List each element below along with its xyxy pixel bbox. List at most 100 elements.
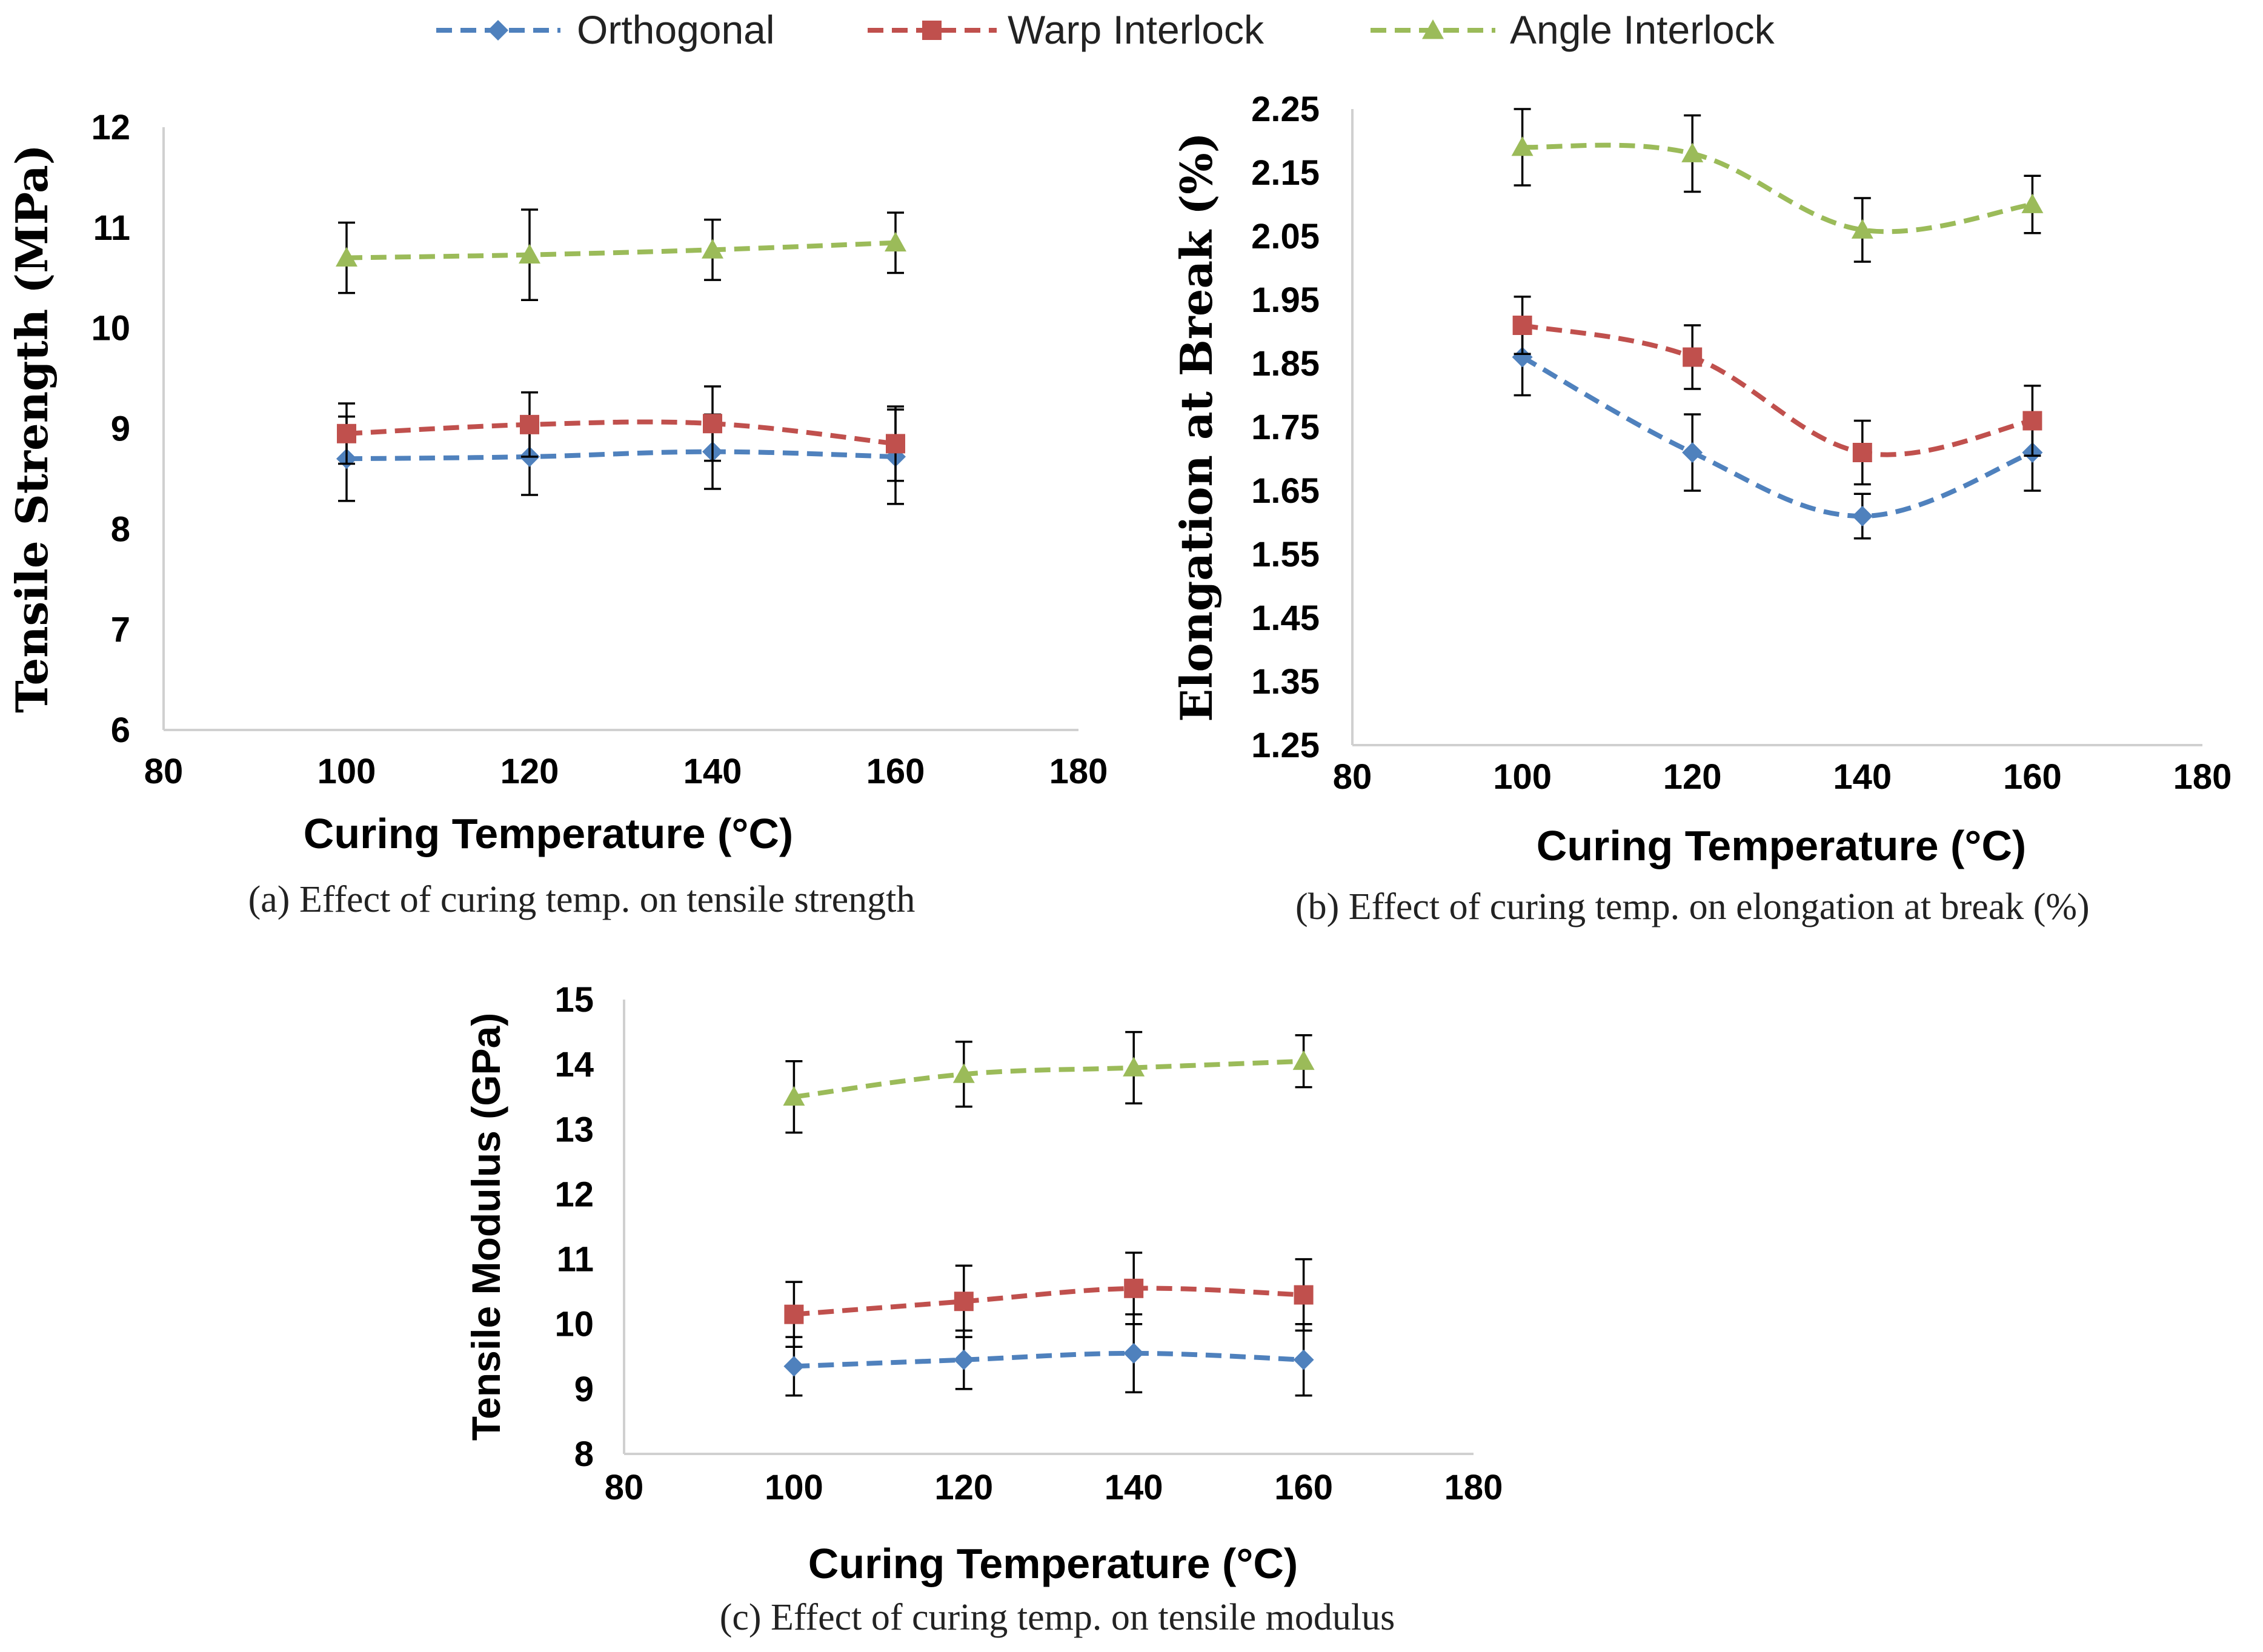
data-point (783, 1086, 805, 1106)
data-point (702, 239, 723, 259)
data-point (783, 1356, 805, 1377)
y-tick-label: 1.85 (1251, 344, 1320, 383)
data-point (1512, 316, 1532, 335)
chart-tensile-strength: 6 7 8 9 10 11 12 80 100 120 140 160 180 Curing Temper… (6, 108, 1108, 920)
y-tick-label: 2.25 (1251, 90, 1320, 129)
x-axis-title: Curing Temperature (°C) (808, 1540, 1298, 1587)
y-tick-label: 2.15 (1251, 153, 1320, 193)
data-point (1512, 347, 1533, 368)
y-tick-label: 1.35 (1251, 662, 1320, 702)
data-point (2021, 193, 2044, 213)
y-tick-label: 1.75 (1251, 408, 1320, 447)
x-tick-label: 100 (765, 1468, 823, 1507)
series-line (346, 449, 896, 462)
series-warp-interlock (784, 1252, 1314, 1348)
series-line (794, 1285, 1304, 1317)
y-tick-label: 1.95 (1251, 280, 1320, 320)
series-line (346, 419, 896, 446)
legend-item: Angle Interlock (1371, 7, 1775, 52)
y-tick-label: 15 (554, 980, 594, 1020)
y-tick-label: 1.65 (1251, 471, 1320, 511)
x-tick-label: 120 (1663, 757, 1722, 797)
series-orthogonal (783, 1313, 1314, 1397)
y-tick-label: 9 (111, 410, 130, 449)
legend-marker (488, 20, 508, 41)
data-point (1681, 142, 1704, 162)
y-tick-label: 1.25 (1251, 726, 1320, 765)
legend-label: Warp Interlock (1008, 7, 1264, 52)
y-tick-label: 13 (554, 1110, 594, 1149)
series-warp-interlock (337, 385, 905, 482)
series-angle-interlock (1511, 108, 2044, 263)
y-tick-label: 1.55 (1251, 535, 1320, 574)
x-tick-label: 80 (144, 752, 184, 791)
y-tick-label: 11 (557, 1240, 594, 1279)
x-tick-label: 100 (1493, 757, 1552, 797)
legend-label: Orthogonal (577, 7, 775, 52)
series-angle-interlock (336, 208, 906, 301)
x-axis-title: Curing Temperature (°C) (1537, 822, 2026, 869)
data-point (1511, 136, 1534, 156)
legend-item: Orthogonal (436, 7, 775, 52)
data-point (784, 1304, 804, 1324)
series-line (1521, 323, 2033, 457)
y-tick-label: 12 (554, 1175, 594, 1214)
series-line (793, 1058, 1304, 1100)
data-point (703, 414, 722, 434)
x-tick-label: 180 (1444, 1468, 1503, 1507)
legend-marker (922, 21, 942, 40)
series-warp-interlock (1512, 296, 2042, 486)
legend-marker (1422, 19, 1444, 39)
data-point (1123, 1057, 1145, 1076)
chart-elongation-at-break: 1.25 1.35 1.45 1.55 1.65 1.75 1.85 1.95 2.05 2.15… (1171, 90, 2231, 927)
data-point (336, 247, 357, 267)
y-tick-label: 2.05 (1251, 217, 1320, 256)
y-tick-label: 7 (111, 610, 130, 649)
x-tick-label: 160 (2003, 757, 2062, 797)
data-point (1124, 1278, 1144, 1298)
x-tick-label: 160 (1274, 1468, 1333, 1507)
legend: Orthogonal Warp Interlock Angle Interlock (436, 7, 1775, 52)
x-tick-label: 100 (317, 752, 376, 791)
series-line (1522, 142, 2033, 234)
x-tick-label: 80 (1333, 757, 1372, 797)
x-tick-label: 160 (866, 752, 925, 791)
data-point (2022, 411, 2042, 431)
y-tick-label: 8 (574, 1435, 594, 1474)
data-point (1851, 219, 1873, 239)
x-tick-label: 180 (2173, 757, 2232, 797)
data-point (519, 244, 540, 264)
y-tick-label: 1.45 (1251, 599, 1320, 638)
y-tick-label: 12 (91, 108, 130, 147)
data-point (1123, 1342, 1145, 1364)
data-point (886, 434, 905, 454)
series-line (346, 240, 896, 260)
data-point (1292, 1050, 1315, 1070)
chart-caption: (a) Effect of curing temp. on tensile st… (248, 879, 916, 920)
y-tick-label: 10 (554, 1305, 594, 1344)
data-point (337, 423, 356, 443)
y-tick-label: 9 (574, 1370, 594, 1409)
y-axis-title: Tensile Strength (MPa) (6, 144, 58, 713)
x-tick-label: 140 (683, 752, 742, 791)
legend-label: Angle Interlock (1510, 7, 1775, 52)
data-point (1293, 1349, 1314, 1370)
data-point (954, 1292, 974, 1312)
y-tick-label: 8 (111, 509, 130, 549)
y-axis-title: Elongation at Break (%) (1171, 132, 1222, 722)
data-point (1852, 506, 1873, 526)
data-point (952, 1063, 975, 1083)
y-tick-label: 10 (91, 309, 130, 348)
x-tick-label: 180 (1049, 752, 1108, 791)
y-axis-title: Tensile Modulus (GPa) (464, 1013, 508, 1441)
x-tick-label: 140 (1105, 1468, 1163, 1507)
y-tick-label: 11 (93, 208, 130, 248)
series-line (794, 1350, 1304, 1369)
data-point (1683, 347, 1703, 367)
legend-item: Warp Interlock (868, 7, 1264, 52)
series-angle-interlock (783, 1030, 1315, 1134)
x-tick-label: 120 (500, 752, 559, 791)
data-point (1852, 443, 1872, 462)
series-line (1521, 355, 2033, 519)
